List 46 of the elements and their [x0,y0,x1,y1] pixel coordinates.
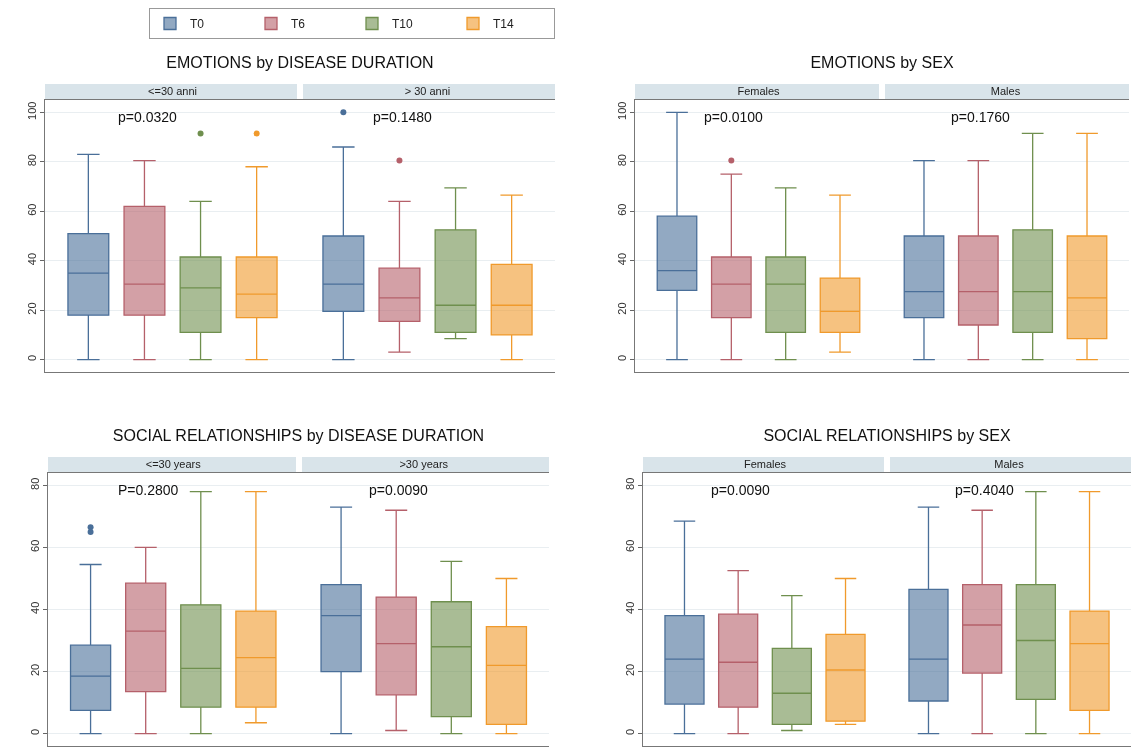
legend-label: T6 [291,17,306,32]
annotation: p=0.4040 [955,482,1014,498]
y-tick-label: 20 [25,302,38,315]
y-tick-label: 20 [623,663,636,677]
annotation: P=0.2800 [118,482,179,498]
x-tick-label: Males [990,84,1021,97]
annotation: p=0.0100 [704,109,763,125]
chart-title: EMOTIONS by SEX [809,54,955,72]
legend-label: T0 [190,17,205,32]
legend-label: T10 [392,17,413,32]
chart-title: SOCIAL RELATIONSHIPS by SEX [762,427,1012,445]
y-tick-label: 80 [623,477,636,490]
y-tick-label: 60 [28,539,41,552]
chart-title: EMOTIONS by DISEASE DURATION [165,54,435,72]
y-tick-label: 20 [28,663,41,677]
x-tick-label: Males [994,457,1025,470]
y-tick-label: 60 [623,539,636,552]
annotation: p=0.1760 [951,109,1010,125]
y-tick-label: 0 [623,728,636,735]
y-tick-label: 80 [25,154,38,167]
x-tick-label: <=30 anni [148,84,197,97]
y-tick-label: 60 [25,203,38,216]
x-tick-label: Females [737,84,781,97]
annotation: p=0.0090 [711,482,770,498]
y-tick-label: 60 [615,203,628,216]
x-tick-label: > 30 anni [404,84,451,97]
y-tick-label: 80 [28,477,41,490]
y-tick-label: 0 [615,354,628,362]
x-tick-label: >30 years [399,457,449,470]
y-tick-label: 20 [615,302,628,315]
annotation: p=0.0090 [369,482,428,498]
y-tick-label: 100 [615,101,628,120]
annotation: p=0.0320 [118,109,177,125]
x-tick-label: Females [743,457,787,470]
annotation: p=0.1480 [373,109,432,125]
x-tick-label: <=30 years [145,457,202,470]
y-tick-label: 40 [623,601,636,614]
y-tick-label: 40 [615,252,628,266]
y-tick-label: 80 [615,154,628,167]
y-tick-label: 0 [25,354,38,362]
y-tick-label: 0 [28,728,41,735]
y-tick-label: 100 [25,101,38,120]
y-tick-label: 40 [25,252,38,266]
chart-title: SOCIAL RELATIONSHIPS by DISEASE DURATION [111,427,486,445]
y-tick-label: 40 [28,601,41,614]
legend-label: T14 [493,17,514,32]
